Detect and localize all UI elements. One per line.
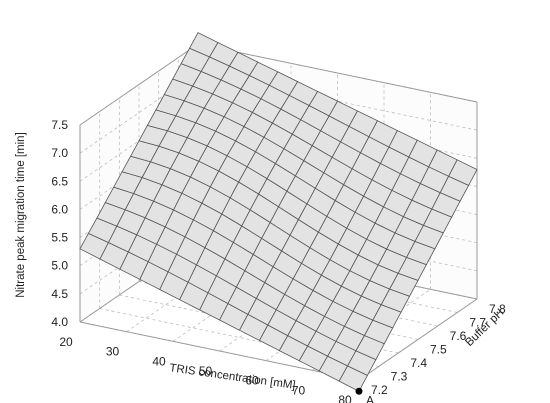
x-tick-label: 70: [292, 383, 306, 397]
x-tick-label: 80: [338, 393, 352, 403]
x-tick-label: 20: [59, 335, 73, 349]
point-a: [355, 387, 363, 395]
x-tick-label: 60: [245, 374, 259, 388]
axis-edge: [358, 298, 478, 381]
surface-patch: [189, 32, 219, 58]
axis-edge: [197, 43, 478, 103]
y-tick-label: 7.6: [450, 329, 467, 343]
z-tick-label: 4.0: [51, 315, 68, 329]
y-tick-label: 7.4: [410, 356, 427, 370]
z-axis-label: Nitrate peak migration time [min]: [15, 132, 27, 298]
point-a-marker: A: [355, 387, 374, 403]
x-tick-label: 50: [199, 364, 213, 378]
y-tick-label: 7.3: [391, 370, 408, 384]
y-tick-label: 7.8: [489, 302, 506, 316]
z-tick-label: 7.5: [51, 118, 68, 132]
axis-edge: [79, 43, 199, 126]
y-tick-label: 7.7: [469, 316, 486, 330]
z-tick-label: 7.0: [51, 146, 68, 160]
y-tick-label: 7.2: [371, 383, 388, 397]
x-tick-label: 40: [152, 354, 166, 368]
point-a-label: A: [366, 393, 374, 403]
response-surface: [79, 32, 478, 392]
x-tick-label: 30: [106, 345, 120, 359]
axis-edge: [79, 321, 360, 381]
z-tick-label: 6.5: [51, 174, 68, 188]
z-tick-label: 5.0: [51, 259, 68, 273]
x-axis-label: TRIS concentration [mM]: [169, 362, 297, 392]
z-tick-label: 6.0: [51, 202, 68, 216]
z-tick-label: 5.5: [51, 231, 68, 245]
axis-ticks: 203040506070807.27.37.47.57.67.77.84.04.…: [51, 118, 506, 403]
z-tick-label: 4.5: [51, 287, 68, 301]
y-tick-label: 7.5: [430, 343, 447, 357]
